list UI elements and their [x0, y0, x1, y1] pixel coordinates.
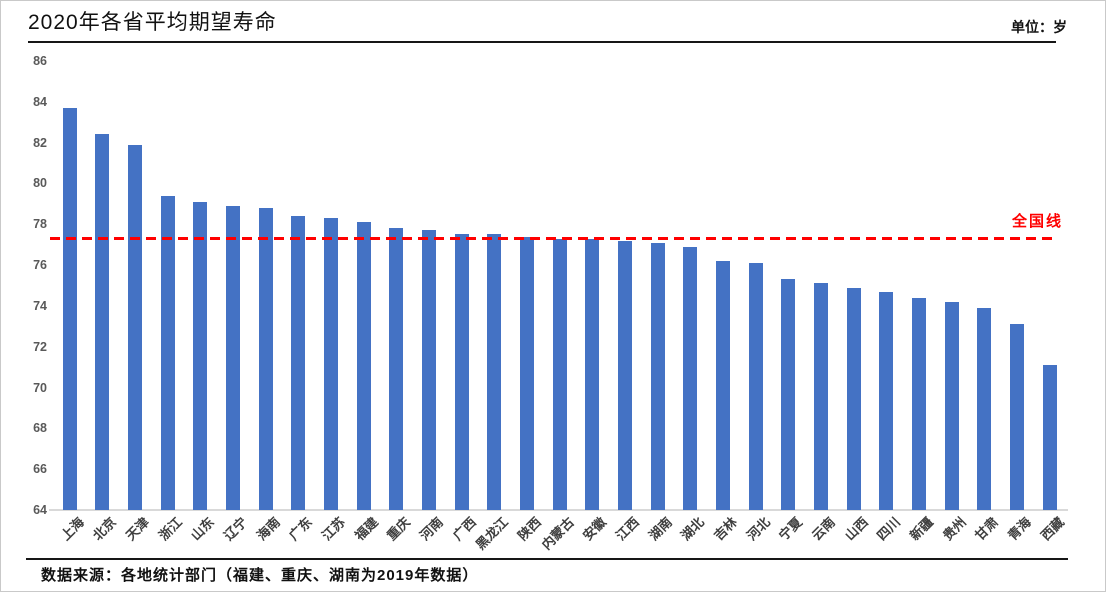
y-tick-label: 74	[33, 298, 47, 313]
bar-新疆	[911, 297, 926, 510]
bar-西藏	[1042, 365, 1057, 510]
bar-安徽	[585, 238, 600, 510]
y-tick-label: 70	[33, 380, 47, 395]
bar-北京	[95, 134, 110, 510]
bar-重庆	[389, 228, 404, 510]
bar-浙江	[160, 195, 175, 510]
bar-青海	[1009, 324, 1024, 510]
bar-甘肃	[977, 307, 992, 510]
y-tick-label: 82	[33, 135, 47, 150]
bar-广东	[291, 216, 306, 510]
bar-内蒙古	[552, 238, 567, 510]
national-average-line	[50, 237, 1054, 241]
y-tick-label: 80	[33, 176, 47, 191]
data-source-note: 数据来源：各地统计部门（福建、重庆、湖南为2019年数据）	[41, 567, 479, 584]
y-tick-label: 64	[33, 503, 47, 517]
y-tick-label: 68	[33, 421, 47, 436]
bar-云南	[813, 283, 828, 510]
y-tick-label: 78	[33, 217, 47, 232]
bar-辽宁	[225, 205, 240, 510]
page-title: 2020年各省平均期望寿命	[28, 11, 277, 34]
footer-separator	[26, 558, 1068, 560]
bar-广西	[454, 234, 469, 510]
bar-河南	[421, 230, 436, 510]
bar-江苏	[323, 218, 338, 510]
title-separator	[28, 41, 1056, 43]
bar-陕西	[519, 236, 534, 510]
unit-label: 单位：岁	[1011, 19, 1067, 35]
bar-天津	[127, 144, 142, 510]
bar-江西	[617, 240, 632, 510]
bar-贵州	[944, 301, 959, 510]
bar-四川	[879, 291, 894, 510]
y-tick-label: 86	[33, 54, 47, 68]
national-line-label: 全国线	[1011, 213, 1063, 230]
bar-吉林	[715, 261, 730, 510]
y-tick-label: 72	[33, 339, 47, 354]
bar-山西	[846, 287, 861, 510]
bar-湖南	[650, 242, 665, 510]
bar-福建	[356, 222, 371, 510]
y-tick-label: 66	[33, 462, 47, 477]
bar-河北	[748, 263, 763, 510]
bar-山东	[193, 201, 208, 510]
bar-海南	[258, 207, 273, 510]
y-tick-label: 76	[33, 258, 47, 273]
x-axis-line	[49, 509, 1068, 511]
bar-宁夏	[781, 279, 796, 510]
bar-湖北	[683, 246, 698, 510]
bar-黑龙江	[487, 234, 502, 510]
y-tick-label: 84	[33, 94, 47, 109]
bar-上海	[62, 107, 77, 510]
